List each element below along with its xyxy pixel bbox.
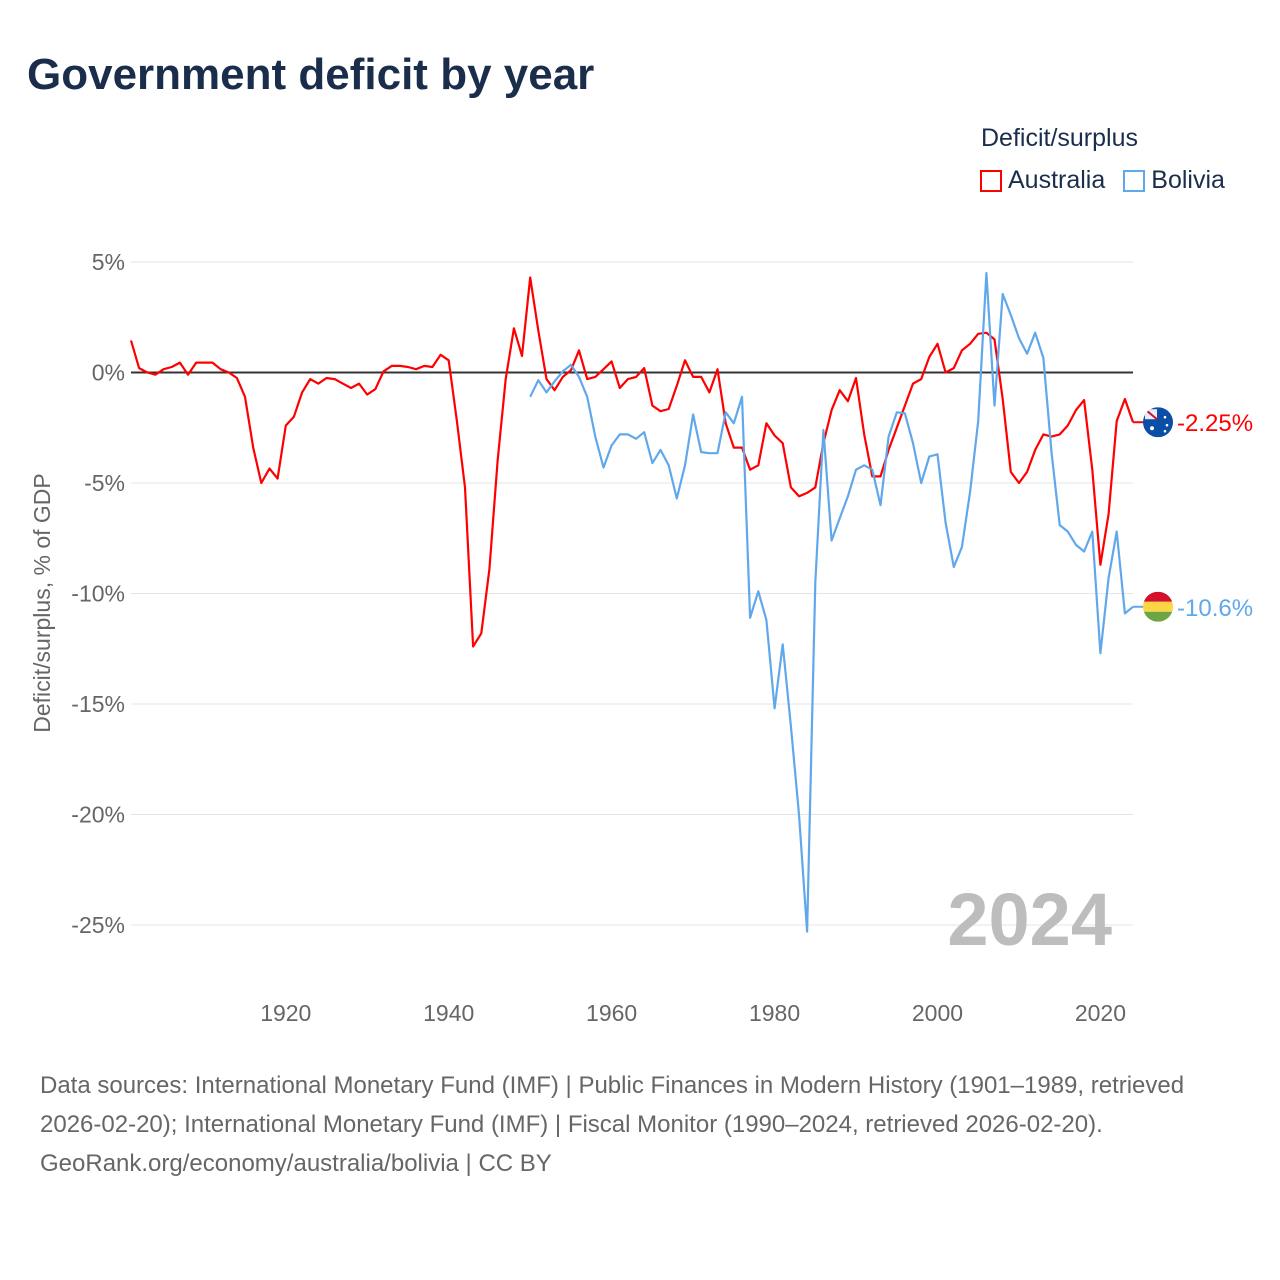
flag-star — [1163, 415, 1167, 419]
legend-title: Deficit/surplus — [981, 124, 1138, 152]
y-tick-label: 0% — [92, 360, 125, 386]
line-chart: 5% 0% -5% -10% -15% -20% -25% 1920 1940 1960 1980 2… — [29, 249, 1253, 1026]
series-line-bolivia — [529, 272, 1134, 933]
end-value-label-bolivia: -10.6% — [1177, 595, 1253, 622]
flag-bolivia-icon — [1143, 591, 1173, 622]
x-tick-label: 1980 — [749, 1000, 800, 1026]
legend-label-australia: Australia — [1008, 166, 1106, 194]
y-tick-label: -5% — [84, 470, 125, 496]
flag-star — [1150, 426, 1154, 431]
x-tick-label: 1920 — [260, 1000, 311, 1026]
flag-star — [1163, 429, 1167, 433]
legend-label-bolivia: Bolivia — [1151, 166, 1225, 194]
legend-swatch-bolivia — [1123, 169, 1146, 192]
year-label: 2024 — [947, 878, 1112, 961]
flag-stripe-red — [1143, 591, 1173, 602]
y-tick-label: -10% — [71, 581, 125, 607]
flag-stripe-yellow — [1143, 601, 1173, 612]
y-tick-label: -25% — [71, 912, 125, 938]
x-tick-label: 1940 — [423, 1000, 474, 1026]
legend-item-bolivia[interactable]: Bolivia — [1123, 166, 1225, 195]
y-tick-label: -15% — [71, 691, 125, 717]
credit-link[interactable]: GeoRank.org/economy/australia/bolivia | … — [40, 1150, 552, 1177]
end-value-label-australia: -2.25% — [1177, 410, 1253, 437]
y-tick-label: 5% — [92, 249, 125, 275]
flag-stripe-green — [1143, 611, 1173, 622]
page-title: Government deficit by year — [27, 50, 595, 99]
x-tick-label: 1960 — [586, 1000, 637, 1026]
legend-item-australia[interactable]: Australia — [980, 166, 1105, 195]
y-axis-title: Deficit/surplus, % of GDP — [29, 473, 55, 732]
footer: Data sources: International Monetary Fun… — [40, 1066, 1240, 1183]
series-line-australia — [129, 276, 1135, 648]
flag-star — [1165, 423, 1169, 427]
data-sources: Data sources: International Monetary Fun… — [40, 1072, 1185, 1138]
x-tick-label: 2000 — [912, 1000, 963, 1026]
flag-australia-icon — [1143, 407, 1173, 438]
legend: Australia Bolivia — [980, 166, 1225, 195]
legend-swatch-australia — [980, 169, 1002, 192]
x-tick-label: 2020 — [1075, 1000, 1126, 1026]
y-tick-label: -20% — [71, 802, 125, 828]
